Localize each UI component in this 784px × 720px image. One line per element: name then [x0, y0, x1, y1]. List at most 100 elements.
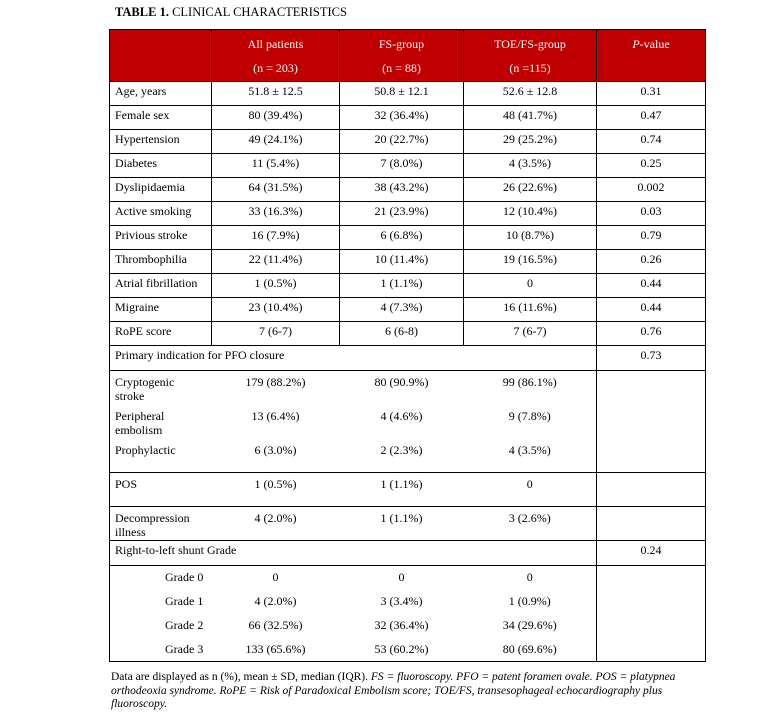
table-row: Cryptogenic stroke 179 (88.2%) 80 (90.9%) 9…: [109, 370, 706, 405]
fs-group-value: 1 (1.1%): [339, 273, 464, 298]
table-row: Hypertension 49 (24.1%) 20 (22.7%) 29 (25.2…: [109, 129, 706, 154]
all-patients-value: 22 (11.4%): [211, 249, 340, 274]
p-value: 0.002: [596, 177, 706, 202]
table-row: Grade 2 66 (32.5%) 32 (36.4%) 34 (29.6%): [109, 613, 706, 638]
row-label: Age, years: [109, 81, 212, 106]
p-value: 0.44: [596, 273, 706, 298]
row-label: Hypertension: [109, 129, 212, 154]
table-row: Diabetes 11 (5.4%) 7 (8.0%) 4 (3.5%) 0.25: [109, 153, 706, 178]
toe-fs-group-value: 52.6 ± 12.8: [463, 81, 597, 106]
fs-group-value: 4 (4.6%): [380, 408, 423, 423]
toe-fs-group-value: 0: [463, 565, 597, 590]
p-value: 0.79: [596, 225, 706, 250]
fs-group-value: 6 (6-8): [339, 321, 464, 346]
toe-fs-group-value: 29 (25.2%): [463, 129, 597, 154]
fs-group-value: 50.8 ± 12.1: [339, 81, 464, 106]
table-row: Dyslipidaemia 64 (31.5%) 38 (43.2%) 26 (22.…: [109, 177, 706, 202]
table-row: Active smoking 33 (16.3%) 21 (23.9%) 12 (10…: [109, 201, 706, 226]
fs-group-value: 38 (43.2%): [339, 177, 464, 202]
all-patients-value: 179 (88.2%): [211, 370, 340, 405]
fs-group-value: 21 (23.9%): [339, 201, 464, 226]
table-row: Privious stroke 16 (7.9%) 6 (6.8%) 10 (8.7%…: [109, 225, 706, 250]
toe-fs-group-value: 4 (3.5%): [463, 153, 597, 178]
toe-fs-group-value: 34 (29.6%): [502, 617, 557, 632]
toe-fs-group-value: 48 (41.7%): [463, 105, 597, 130]
all-patients-value: 16 (7.9%): [211, 225, 340, 250]
table-row: Grade 3 133 (65.6%) 53 (60.2%) 80 (69.6%): [109, 637, 706, 662]
table-row: Migraine 23 (10.4%) 4 (7.3%) 16 (11.6%) 0.44: [109, 297, 706, 322]
row-label: Cryptogenic stroke: [109, 370, 212, 405]
row-label: Migraine: [109, 297, 212, 322]
toe-fs-group-value: 0: [463, 472, 597, 507]
table-row: Grade 1 4 (2.0%) 3 (3.4%) 1 (0.9%): [109, 589, 706, 614]
table-footnote: Data are displayed as n (%), mean ± SD, …: [111, 671, 676, 710]
row-label: Dyslipidaemia: [109, 177, 212, 202]
p-value: 0.03: [596, 201, 706, 226]
table-row: Female sex 80 (39.4%) 32 (36.4%) 48 (41.7%)…: [109, 105, 706, 130]
section-header-row: Primary indication for PFO closure 0.73: [109, 345, 706, 371]
p-value: 0.76: [596, 321, 706, 346]
header-all-patients: All patients (n = 203): [211, 29, 340, 82]
table-row: Prophylactic 6 (3.0%) 2 (2.3%) 4 (3.5%): [109, 438, 706, 473]
row-label: Peripheral embolism: [109, 404, 212, 439]
table-row: Age, years 51.8 ± 12.5 50.8 ± 12.1 52.6 ± 1…: [109, 81, 706, 106]
toe-fs-group-value: 4 (3.5%): [463, 438, 597, 473]
table-row: POS 1 (0.5%) 1 (1.1%) 0: [109, 472, 706, 507]
header-empty: [109, 29, 212, 82]
p-value: 0.47: [596, 105, 706, 130]
all-patients-value: 64 (31.5%): [211, 177, 340, 202]
row-label: Atrial fibrillation: [109, 273, 212, 298]
row-label: Female sex: [109, 105, 212, 130]
p-value: 0.31: [596, 81, 706, 106]
all-patients-value: 66 (32.5%): [248, 617, 303, 632]
fs-group-value: 6 (6.8%): [339, 225, 464, 250]
toe-fs-group-value: 80 (69.6%): [463, 637, 597, 662]
toe-fs-group-value: 99 (86.1%): [463, 370, 597, 405]
p-value: 0.44: [596, 297, 706, 322]
p-value-empty: [596, 404, 706, 439]
row-label: Grade 3: [109, 637, 212, 662]
all-patients-value: 133 (65.6%): [211, 637, 340, 662]
all-patients-value: 4 (2.0%): [254, 593, 297, 608]
header-fs-group: FS-group (n = 88): [339, 29, 464, 82]
row-label: Grade 2: [109, 613, 212, 638]
p-value-empty: [596, 370, 706, 405]
table-row: Atrial fibrillation 1 (0.5%) 1 (1.1%) 0 0.44: [109, 273, 706, 298]
all-patients-value: 6 (3.0%): [211, 438, 340, 473]
row-label: POS: [109, 472, 212, 507]
all-patients-value: 49 (24.1%): [211, 129, 340, 154]
fs-group-value: 7 (8.0%): [339, 153, 464, 178]
row-label: Diabetes: [109, 153, 212, 178]
fs-group-value: 32 (36.4%): [374, 617, 429, 632]
fs-group-value: 10 (11.4%): [339, 249, 464, 274]
header-row: All patients (n = 203) FS-group (n = 88) T…: [109, 29, 706, 82]
row-label: Thrombophilia: [109, 249, 212, 274]
all-patients-value: 23 (10.4%): [211, 297, 340, 322]
all-patients-value: 51.8 ± 12.5: [211, 81, 340, 106]
section-label: Primary indication for PFO closure: [109, 345, 597, 371]
p-value: 0.25: [596, 153, 706, 178]
p-value: 0.73: [596, 345, 706, 371]
p-value-empty: [596, 613, 706, 638]
table-caption: CLINICAL CHARACTERISTICS: [168, 5, 347, 19]
header-p-value: P-value: [596, 29, 706, 82]
clinical-characteristics-table: All patients (n = 203) FS-group (n = 88) T…: [109, 29, 706, 662]
toe-fs-group-value: 0: [463, 273, 597, 298]
fs-group-value: 80 (90.9%): [339, 370, 464, 405]
all-patients-value: 0: [211, 565, 340, 590]
p-value: 0.24: [596, 540, 706, 566]
fs-group-value: 3 (3.4%): [380, 593, 423, 608]
row-label: Active smoking: [109, 201, 212, 226]
all-patients-value: 13 (6.4%): [251, 408, 300, 423]
p-value: 0.74: [596, 129, 706, 154]
toe-fs-group-value: 1 (0.9%): [508, 593, 551, 608]
all-patients-value: 4 (2.0%): [211, 506, 340, 541]
fs-group-value: 1 (1.1%): [339, 472, 464, 507]
p-value-empty: [596, 565, 706, 590]
fs-group-value: 2 (2.3%): [339, 438, 464, 473]
row-label: Privious stroke: [109, 225, 212, 250]
fs-group-value: 1 (1.1%): [339, 506, 464, 541]
row-label: RoPE score: [109, 321, 212, 346]
p-value-empty: [596, 589, 706, 614]
